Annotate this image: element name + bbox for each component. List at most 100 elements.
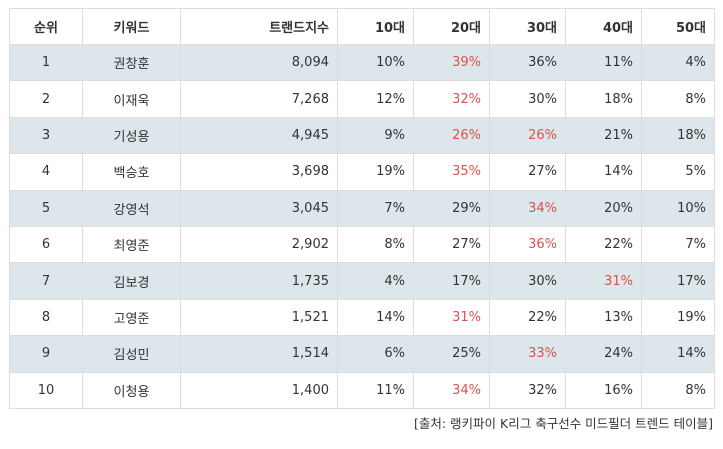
table-row: 7 김보경 1,735 4% 17% 30% 31% 17% [9,262,715,300]
cell-age-50s: 14% [641,335,715,373]
cell-age-30s: 27% [489,153,566,191]
cell-age-40s: 18% [565,80,642,118]
cell-trend-index: 3,698 [180,153,338,191]
cell-age-30s: 26% [489,116,566,155]
cell-age-50s: 19% [641,298,715,337]
cell-age-40s: 31% [565,262,642,300]
cell-rank: 7 [9,262,83,300]
cell-rank: 3 [9,116,83,155]
cell-age-10s: 7% [337,189,414,227]
column-header-age-10s: 10대 [337,8,414,45]
cell-age-50s: 7% [641,225,715,264]
cell-age-20s: 17% [413,262,490,300]
table-row: 9 김성민 1,514 6% 25% 33% 24% 14% [9,335,715,373]
cell-age-40s: 21% [565,116,642,155]
cell-age-40s: 13% [565,298,642,337]
table-row: 5 강영석 3,045 7% 29% 34% 20% 10% [9,189,715,227]
source-caption: [출처: 랭키파이 K리그 축구선수 미드필더 트렌드 테이블] [413,416,713,431]
cell-trend-index: 1,514 [180,335,338,373]
cell-trend-index: 1,400 [180,371,338,409]
cell-age-20s: 25% [413,335,490,373]
cell-trend-index: 1,735 [180,262,338,300]
column-header-rank: 순위 [9,8,83,45]
column-header-age-50s: 50대 [641,8,715,45]
header-row: 순위 키워드 트랜드지수 10대 20대 30대 40대 50대 [9,8,715,45]
table-body: 1 권창훈 8,094 10% 39% 36% 11% 4% 2 이재욱 7,268 12% 32% 30… [9,43,715,409]
cell-age-30s: 22% [489,298,566,337]
cell-age-30s: 36% [489,225,566,264]
cell-age-50s: 10% [641,189,715,227]
cell-keyword: 이재욱 [82,80,181,118]
cell-age-30s: 30% [489,262,566,300]
cell-rank: 6 [9,225,83,264]
cell-rank: 10 [9,371,83,409]
cell-age-10s: 10% [337,43,414,82]
cell-keyword: 김성민 [82,335,181,373]
table-row: 2 이재욱 7,268 12% 32% 30% 18% 8% [9,80,715,118]
cell-age-30s: 32% [489,371,566,409]
cell-age-10s: 8% [337,225,414,264]
table-row: 10 이청용 1,400 11% 34% 32% 16% 8% [9,371,715,409]
cell-age-10s: 12% [337,80,414,118]
cell-age-50s: 5% [641,153,715,191]
cell-rank: 2 [9,80,83,118]
cell-rank: 9 [9,335,83,373]
table-row: 8 고영준 1,521 14% 31% 22% 13% 19% [9,298,715,337]
cell-rank: 5 [9,189,83,227]
cell-age-10s: 11% [337,371,414,409]
table-row: 4 백승호 3,698 19% 35% 27% 14% 5% [9,153,715,191]
cell-trend-index: 2,902 [180,225,338,264]
cell-age-20s: 34% [413,371,490,409]
cell-keyword: 최영준 [82,225,181,264]
column-header-age-20s: 20대 [413,8,490,45]
cell-age-40s: 16% [565,371,642,409]
table-row: 6 최영준 2,902 8% 27% 36% 22% 7% [9,225,715,264]
cell-age-10s: 19% [337,153,414,191]
cell-keyword: 이청용 [82,371,181,409]
cell-age-40s: 11% [565,43,642,82]
cell-age-20s: 29% [413,189,490,227]
cell-age-30s: 34% [489,189,566,227]
cell-age-30s: 36% [489,43,566,82]
cell-age-10s: 4% [337,262,414,300]
cell-age-10s: 9% [337,116,414,155]
cell-age-40s: 24% [565,335,642,373]
table-row: 3 기성용 4,945 9% 26% 26% 21% 18% [9,116,715,155]
cell-age-50s: 4% [641,43,715,82]
cell-age-50s: 8% [641,371,715,409]
cell-age-20s: 39% [413,43,490,82]
cell-trend-index: 3,045 [180,189,338,227]
cell-age-30s: 30% [489,80,566,118]
column-header-keyword: 키워드 [82,8,181,45]
cell-keyword: 기성용 [82,116,181,155]
cell-rank: 8 [9,298,83,337]
column-header-trend-index: 트랜드지수 [180,8,338,45]
column-header-age-30s: 30대 [489,8,566,45]
cell-trend-index: 8,094 [180,43,338,82]
cell-age-50s: 8% [641,80,715,118]
cell-rank: 4 [9,153,83,191]
cell-trend-index: 7,268 [180,80,338,118]
cell-age-20s: 35% [413,153,490,191]
cell-keyword: 권창훈 [82,43,181,82]
cell-age-10s: 14% [337,298,414,337]
cell-age-30s: 33% [489,335,566,373]
cell-age-50s: 18% [641,116,715,155]
cell-age-10s: 6% [337,335,414,373]
trend-table: 순위 키워드 트랜드지수 10대 20대 30대 40대 50대 1 권창훈 8,0… [9,8,715,409]
column-header-age-40s: 40대 [565,8,642,45]
cell-rank: 1 [9,43,83,82]
cell-keyword: 고영준 [82,298,181,337]
cell-keyword: 백승호 [82,153,181,191]
cell-age-50s: 17% [641,262,715,300]
cell-age-20s: 32% [413,80,490,118]
cell-age-20s: 31% [413,298,490,337]
cell-keyword: 김보경 [82,262,181,300]
cell-age-40s: 22% [565,225,642,264]
cell-keyword: 강영석 [82,189,181,227]
cell-age-20s: 27% [413,225,490,264]
table-row: 1 권창훈 8,094 10% 39% 36% 11% 4% [9,43,715,82]
cell-trend-index: 4,945 [180,116,338,155]
cell-age-40s: 20% [565,189,642,227]
cell-age-20s: 26% [413,116,490,155]
